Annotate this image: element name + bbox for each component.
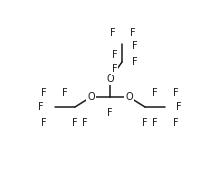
Text: F: F [110, 28, 116, 38]
Text: F: F [173, 118, 179, 128]
Text: F: F [132, 57, 138, 67]
Text: F: F [112, 64, 118, 74]
Text: F: F [107, 108, 113, 118]
Text: F: F [62, 88, 68, 98]
Text: F: F [41, 88, 47, 98]
Text: F: F [152, 88, 158, 98]
Text: O: O [87, 92, 95, 102]
Text: O: O [125, 92, 133, 102]
Text: F: F [152, 118, 158, 128]
Text: F: F [38, 102, 44, 112]
Text: F: F [142, 118, 148, 128]
Text: F: F [173, 88, 179, 98]
Text: F: F [112, 50, 118, 60]
Text: F: F [176, 102, 182, 112]
Text: F: F [82, 118, 88, 128]
Text: F: F [132, 41, 138, 51]
Text: O: O [106, 74, 114, 84]
Text: F: F [130, 28, 136, 38]
Text: F: F [41, 118, 47, 128]
Text: F: F [72, 118, 78, 128]
